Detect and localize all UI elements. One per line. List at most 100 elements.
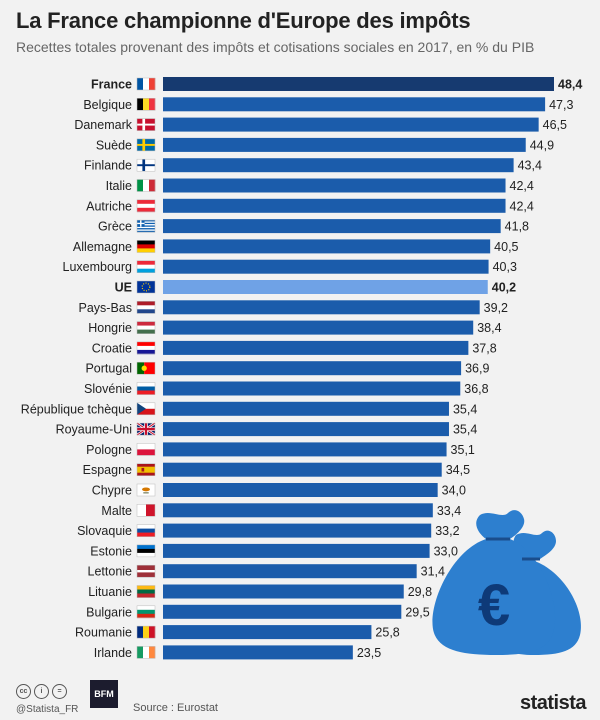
bar — [163, 320, 474, 335]
category-label: Portugal — [85, 362, 132, 376]
category-label: Finlande — [84, 159, 132, 173]
flag-icon — [136, 341, 156, 355]
value-label: 35,4 — [453, 423, 477, 437]
bar — [163, 422, 449, 437]
flag-icon — [136, 118, 156, 131]
bar — [163, 523, 432, 538]
value-label: 34,5 — [446, 463, 470, 477]
flag-icon — [136, 240, 156, 253]
value-label: 33,4 — [437, 504, 461, 518]
value-label: 34,0 — [442, 484, 466, 498]
bar — [163, 543, 430, 558]
bar — [163, 625, 372, 640]
bar — [163, 259, 489, 274]
bar — [163, 219, 501, 234]
value-label: 36,8 — [464, 382, 488, 396]
value-label: 38,4 — [477, 321, 501, 335]
flag-icon — [136, 422, 156, 437]
flag-icon — [136, 463, 156, 476]
by-icon: i — [34, 684, 49, 699]
category-label: Pologne — [86, 443, 132, 457]
category-label: Royaume-Uni — [56, 423, 132, 437]
flag-icon — [136, 564, 156, 578]
value-label: 23,5 — [357, 646, 381, 660]
bar — [163, 442, 447, 457]
value-label: 25,8 — [375, 626, 399, 640]
bar — [163, 117, 539, 132]
flag-icon — [136, 199, 156, 213]
bar — [163, 584, 404, 599]
bar — [163, 280, 488, 294]
value-label: 43,4 — [518, 159, 542, 173]
source-note: Source : Eurostat — [133, 702, 218, 714]
value-label: 33,0 — [434, 544, 458, 558]
flag-icon — [136, 504, 156, 517]
license-icons: cc i = — [16, 684, 67, 699]
category-label: Danemark — [74, 118, 132, 132]
bar — [163, 503, 433, 518]
value-label: 48,4 — [558, 78, 582, 92]
flag-icon — [136, 402, 156, 416]
bar — [163, 483, 438, 497]
statista-logo[interactable]: statista — [519, 692, 587, 714]
money-bag-icon: € — [432, 510, 581, 655]
category-label: Slovaquie — [77, 524, 132, 538]
bar — [163, 239, 491, 254]
cc-icon: cc — [16, 684, 31, 699]
bar — [163, 604, 402, 619]
flag-icon — [136, 301, 156, 314]
flag-icon — [136, 524, 156, 537]
category-label: Slovénie — [84, 382, 132, 396]
category-label: Lettonie — [88, 565, 133, 579]
category-label: Chypre — [92, 484, 132, 498]
flag-icon — [136, 585, 156, 598]
value-label: 40,5 — [494, 240, 518, 254]
category-label: Belgique — [83, 98, 132, 112]
flag-icon — [136, 443, 156, 456]
value-label: 35,4 — [453, 402, 477, 416]
value-label: 40,3 — [493, 260, 517, 274]
flag-icon — [136, 219, 156, 233]
bar — [163, 401, 449, 416]
flag-icon — [136, 321, 156, 334]
value-label: 39,2 — [484, 301, 508, 315]
bar — [163, 300, 480, 315]
bar — [163, 178, 506, 193]
value-label: 33,2 — [435, 524, 459, 538]
bar — [163, 381, 461, 396]
chart-subtitle: Recettes totales provenant des impôts et… — [16, 39, 535, 55]
flag-icon — [136, 605, 156, 619]
value-label: 42,4 — [510, 199, 534, 213]
category-label: Malte — [101, 504, 132, 518]
bar — [163, 340, 469, 355]
flag-icon — [136, 646, 156, 659]
value-label: 37,8 — [472, 341, 496, 355]
flag-icon — [136, 625, 156, 639]
category-label: Hongrie — [88, 321, 132, 335]
value-label: 44,9 — [530, 138, 554, 152]
svg-text:€: € — [478, 573, 510, 638]
category-label: République tchèque — [21, 402, 132, 416]
category-label: Bulgarie — [86, 605, 132, 619]
category-label: Luxembourg — [63, 260, 133, 274]
category-label: Grèce — [98, 220, 132, 234]
bar — [163, 97, 546, 112]
bar-chart: France 48,4 Belgique 47,3 Danemark 46,5 Suède 4… — [21, 77, 582, 660]
footer: cc i = @Statista_FR BFM Source : Eurosta… — [0, 676, 600, 720]
category-label: Estonie — [90, 544, 132, 558]
category-label: Irlande — [94, 646, 132, 660]
bar — [163, 361, 462, 376]
value-label: 41,8 — [505, 220, 529, 234]
value-label: 46,5 — [543, 118, 567, 132]
value-label: 40,2 — [492, 281, 516, 295]
category-label: Pays-Bas — [79, 301, 133, 315]
flag-icon — [136, 98, 156, 111]
flag-icon — [136, 361, 156, 375]
flag-icon — [136, 77, 156, 91]
nd-icon: = — [52, 684, 67, 699]
value-label: 35,1 — [451, 443, 475, 457]
bar — [163, 462, 442, 477]
category-label: Croatie — [92, 341, 132, 355]
value-label: 47,3 — [549, 98, 573, 112]
twitter-handle[interactable]: @Statista_FR — [16, 704, 79, 715]
